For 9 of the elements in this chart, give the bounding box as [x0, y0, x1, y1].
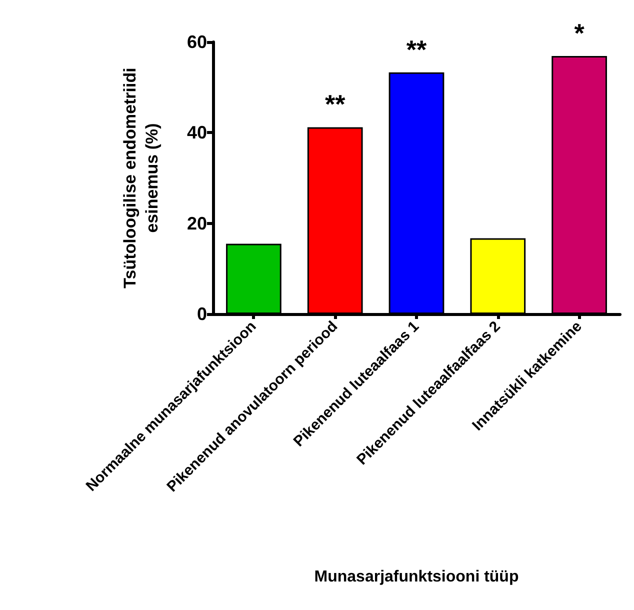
y-axis-title: Tsütoloogilise endometriidi esinemus (%) [120, 68, 162, 288]
y-tick-label: 0 [196, 304, 207, 324]
y-tick-label: 60 [186, 32, 207, 52]
annotation: ** [406, 34, 428, 64]
y-tick-label: 20 [186, 213, 207, 234]
x-axis-title: Munasarjafunktsiooni tüüp [314, 568, 519, 586]
annotation: ** [324, 89, 346, 120]
y-tick-label: 40 [186, 122, 207, 143]
annotation: * [574, 18, 586, 48]
